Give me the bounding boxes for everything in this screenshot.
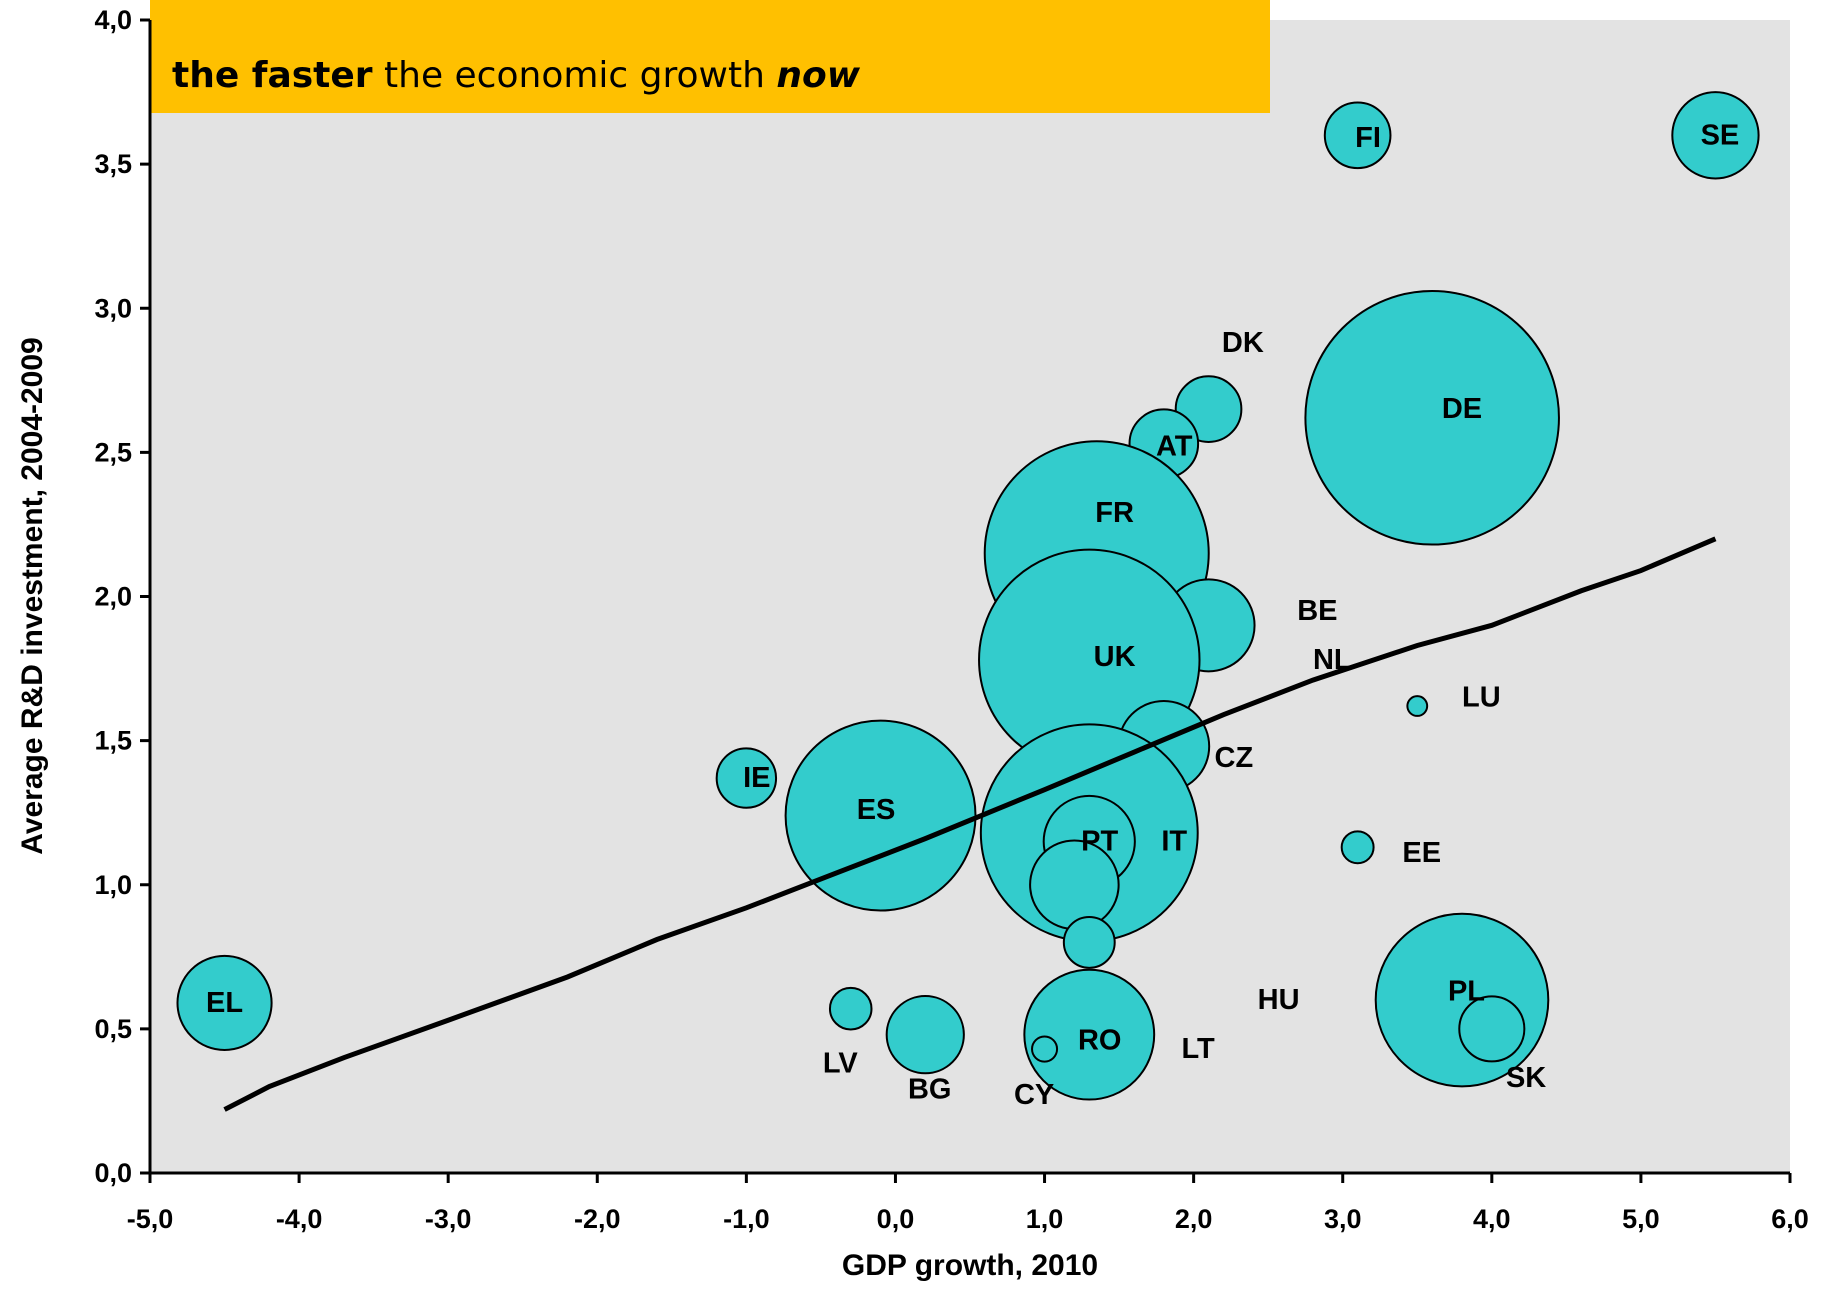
x-tick-label: 2,0	[1175, 1204, 1213, 1234]
y-tick-label: 1,5	[94, 726, 132, 756]
bubble-label-be: BE	[1297, 595, 1337, 627]
bubble-label-at: AT	[1156, 431, 1193, 463]
x-tick-label: 4,0	[1473, 1204, 1511, 1234]
y-ticks: 0,0 0,5 1,0 1,5 2,0 2,5 3,0 3,5 4,0	[94, 5, 150, 1188]
bubble-sk	[1458, 995, 1526, 1063]
bubble-cy	[1031, 1035, 1059, 1063]
bubble-label-cz: CZ	[1215, 742, 1254, 774]
bubble-label-ie: IE	[743, 762, 770, 794]
bubble-label-dk: DK	[1222, 327, 1264, 359]
bubble-bg	[885, 995, 965, 1075]
bubble-label-el: EL	[206, 987, 243, 1019]
banner-text: the faster the economic growth now	[172, 55, 861, 96]
banner-middle: the economic growth	[373, 55, 777, 96]
bubble-label-lt: LT	[1181, 1033, 1215, 1065]
bubble-fi	[1323, 101, 1392, 170]
x-tick-label: -2,0	[574, 1204, 621, 1234]
bubble-de	[1304, 290, 1560, 546]
x-tick-label: 6,0	[1771, 1204, 1809, 1234]
x-tick-label: 3,0	[1324, 1204, 1362, 1234]
bubble-lt	[1062, 915, 1116, 969]
y-tick-label: 1,0	[94, 870, 132, 900]
axes: -5,0 -4,0 -3,0 -2,0 -1,0 0,0 1,0 2,0 3,0 4,0 5,0 6,…	[94, 5, 1808, 1234]
bubble-label-sk: SK	[1506, 1062, 1546, 1094]
x-tick-label: 5,0	[1622, 1204, 1660, 1234]
x-ticks: -5,0 -4,0 -3,0 -2,0 -1,0 0,0 1,0 2,0 3,0 4,0 5,0 6,…	[127, 1173, 1809, 1234]
bubble-label-ro: RO	[1078, 1024, 1122, 1056]
banner-emph: now	[776, 55, 860, 96]
bubble-ro	[1023, 968, 1156, 1101]
x-tick-label: -3,0	[425, 1204, 472, 1234]
y-tick-label: 2,0	[94, 582, 132, 612]
bubble-label-uk: UK	[1094, 641, 1136, 673]
x-tick-label: -4,0	[276, 1204, 323, 1234]
y-tick-label: 0,0	[94, 1158, 132, 1188]
bubble-layer	[176, 91, 1760, 1101]
y-tick-label: 3,5	[94, 149, 132, 179]
bubble-label-hu: HU	[1258, 984, 1300, 1016]
bubble-label-es: ES	[857, 794, 896, 826]
y-axis-title: Average R&D investment, 2004-2009	[16, 337, 49, 854]
bubble-label-de: DE	[1442, 393, 1482, 425]
banner-background	[150, 0, 1270, 113]
y-tick-label: 2,5	[94, 437, 132, 467]
banner: the faster the economic growth now	[150, 0, 1270, 113]
bubble-label-cy: CY	[1014, 1079, 1054, 1111]
bubble-label-pl: PL	[1448, 975, 1485, 1007]
x-tick-label: 0,0	[877, 1204, 915, 1234]
x-tick-label: -5,0	[127, 1204, 174, 1234]
y-tick-label: 0,5	[94, 1014, 132, 1044]
bubble-label-se: SE	[1701, 119, 1740, 151]
trend-line	[223, 536, 1717, 1112]
bubble-label-bg: BG	[908, 1073, 952, 1105]
bubble-se	[1671, 91, 1760, 180]
bubble-label-lu: LU	[1462, 681, 1501, 713]
bubble-label-ee: EE	[1402, 837, 1441, 869]
y-tick-label: 4,0	[94, 5, 132, 35]
banner-bold: the faster	[172, 55, 373, 96]
bubble-lu	[1406, 695, 1429, 717]
x-tick-label: 1,0	[1026, 1204, 1064, 1234]
bubble-lv	[828, 986, 873, 1031]
bubble-ie	[715, 747, 778, 809]
bubble-label-lv: LV	[823, 1047, 859, 1079]
x-axis-title: GDP growth, 2010	[842, 1249, 1098, 1282]
bubble-el	[176, 954, 273, 1051]
bubble-label-it: IT	[1161, 826, 1187, 858]
x-tick-label: -1,0	[723, 1204, 770, 1234]
bubble-label-pt: PT	[1081, 826, 1118, 858]
bubble-label-fi: FI	[1355, 122, 1381, 154]
y-tick-label: 3,0	[94, 293, 132, 323]
bubble-label-fr: FR	[1095, 497, 1134, 529]
bubble-ee	[1340, 830, 1375, 865]
